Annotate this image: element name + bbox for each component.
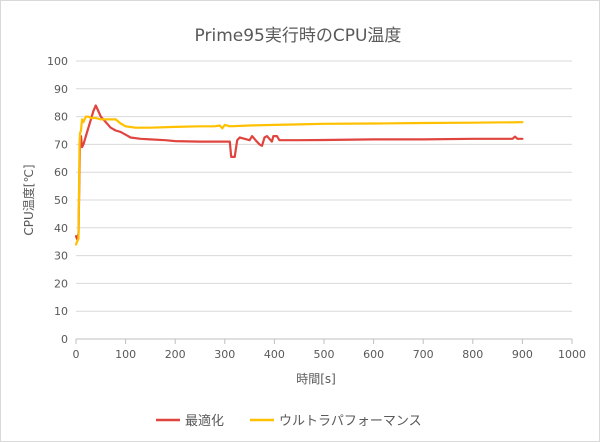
legend-label-2: ウルトラパフォーマンス xyxy=(279,414,422,429)
y-tick-label: 70 xyxy=(54,138,68,151)
gridlines xyxy=(76,60,572,340)
x-tick-label: 300 xyxy=(214,348,235,361)
y-tick-label: 50 xyxy=(54,194,68,207)
y-axis-ticks: 0 10 20 30 40 50 60 70 80 90 100 xyxy=(47,55,68,346)
legend: 最適化 ウルトラパフォーマンス xyxy=(156,413,422,429)
y-tick-label: 100 xyxy=(47,55,68,68)
x-tick-label: 500 xyxy=(314,348,335,361)
y-tick-label: 10 xyxy=(54,305,68,318)
x-axis-label: 時間[s] xyxy=(296,372,336,386)
y-tick-label: 40 xyxy=(54,222,68,235)
series-line-1 xyxy=(74,104,524,240)
y-tick-label: 80 xyxy=(54,111,68,124)
chart-title: Prime95実行時のCPU温度 xyxy=(195,26,402,46)
x-tick-label: 400 xyxy=(264,348,285,361)
x-tick-label: 100 xyxy=(115,348,136,361)
y-axis-label: CPU温度[℃] xyxy=(21,164,36,235)
x-tick-label: 600 xyxy=(363,348,384,361)
y-tick-label: 60 xyxy=(54,166,68,179)
x-tick-label: 0 xyxy=(73,348,80,361)
y-tick-label: 20 xyxy=(54,277,68,290)
series-line-2 xyxy=(74,115,524,246)
y-tick-label: 0 xyxy=(61,333,68,346)
x-tick-label: 700 xyxy=(413,348,434,361)
series-group xyxy=(74,104,524,246)
y-tick-label: 90 xyxy=(54,83,68,96)
x-tick-label: 900 xyxy=(512,348,533,361)
x-tick-label: 800 xyxy=(462,348,483,361)
legend-label-1: 最適化 xyxy=(185,413,224,429)
y-tick-label: 30 xyxy=(54,250,68,263)
x-tick-label: 200 xyxy=(165,348,186,361)
x-tick-label: 1000 xyxy=(558,348,586,361)
x-axis-ticks: 0 100 200 300 400 500 600 700 800 900 1000 xyxy=(73,339,586,361)
